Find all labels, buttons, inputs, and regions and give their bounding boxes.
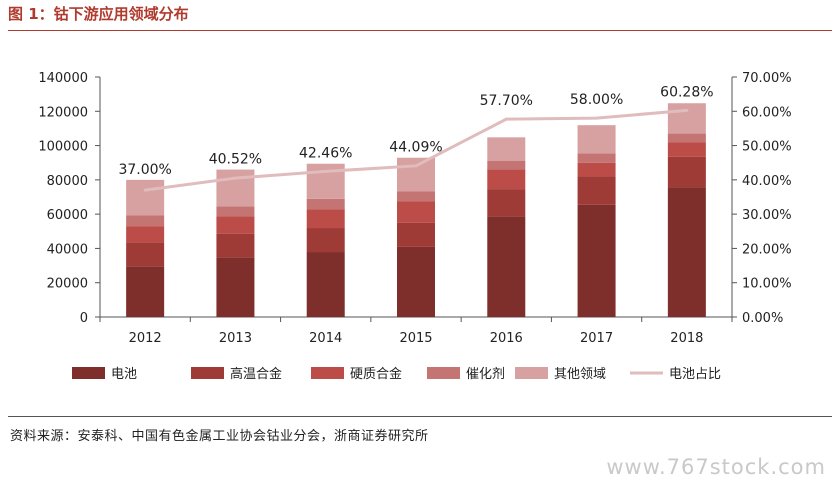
battery-share-point (505, 118, 508, 121)
y-right-tick-label: 0.00% (742, 311, 783, 326)
bar-segment (307, 199, 345, 209)
battery-share-point (595, 117, 598, 120)
bar-segment (216, 170, 254, 207)
bar-segment (668, 157, 706, 188)
y-right-tick-label: 60.00% (742, 105, 792, 120)
bar-segment (668, 188, 706, 317)
bar-segment (487, 161, 525, 170)
bar-segment (397, 191, 435, 201)
battery-share-data-label: 44.09% (389, 140, 442, 156)
bar-segment (397, 158, 435, 191)
bar-segment (307, 228, 345, 252)
battery-share-point (144, 189, 147, 192)
bar-segment (397, 201, 435, 222)
legend-swatch (72, 367, 105, 379)
legend-label: 电池 (111, 367, 137, 382)
x-tick-label: 2015 (399, 331, 432, 346)
legend-label: 硬质合金 (350, 366, 402, 382)
bar-segment (216, 257, 254, 317)
legend-label: 高温合金 (230, 366, 282, 382)
y-right-tick-label: 40.00% (742, 174, 792, 189)
x-tick-label: 2012 (129, 331, 162, 346)
bar-segment (307, 209, 345, 228)
bar-segment (487, 189, 525, 216)
bar-segment (126, 216, 164, 227)
battery-share-data-label: 42.46% (299, 145, 352, 161)
y-right-tick-label: 30.00% (742, 208, 792, 223)
y-left-tick-label: 100000 (38, 140, 88, 155)
bar-segment (307, 164, 345, 199)
battery-share-point (415, 164, 418, 167)
battery-share-data-label: 57.70% (480, 93, 533, 109)
legend-label: 其他领域 (554, 367, 606, 382)
bar-segment (668, 142, 706, 157)
battery-share-point (685, 109, 688, 112)
x-tick-label: 2018 (670, 331, 703, 346)
bar-segment (126, 180, 164, 216)
bar-segment (668, 103, 706, 133)
source-rule (8, 416, 832, 417)
x-tick-label: 2016 (490, 331, 523, 346)
battery-share-data-label: 37.00% (118, 162, 171, 178)
chart: 0 20000 40000 60000 80000 100000 120000 140000 0… (0, 0, 840, 410)
legend-swatch (515, 367, 548, 379)
battery-share-data-label: 40.52% (209, 152, 262, 168)
bar-segment (126, 243, 164, 267)
bar-segment (668, 134, 706, 143)
bar-segment (578, 176, 616, 204)
battery-share-data-label: 58.00% (570, 92, 623, 108)
bar-segment (307, 252, 345, 317)
bar-segment (578, 205, 616, 317)
battery-share-data-label: 60.28% (660, 84, 713, 100)
legend-swatch (191, 367, 224, 379)
x-tick-label: 2013 (219, 331, 252, 346)
bar-segment (578, 125, 616, 153)
y-right-tick-label: 70.00% (742, 71, 792, 86)
legend-label: 电池占比 (669, 367, 721, 382)
y-left-tick-label: 140000 (38, 71, 88, 86)
bar-segment (487, 216, 525, 317)
x-tick-label: 2014 (309, 331, 342, 346)
y-left-tick-label: 40000 (47, 242, 88, 257)
legend-swatch (427, 367, 460, 379)
y-left-tick-label: 60000 (47, 208, 88, 223)
bar-segment (487, 137, 525, 161)
source-note: 资料来源：安泰科、中国有色金属工业协会钴业分会，浙商证券研究所 (10, 425, 429, 444)
bar-segment (126, 266, 164, 317)
watermark: www.767stock.com (606, 455, 826, 479)
bar-segment (216, 234, 254, 258)
legend-label: 催化剂 (466, 367, 505, 382)
legend-swatch (311, 367, 344, 379)
x-tick-label: 2017 (580, 331, 613, 346)
bar-segment (216, 206, 254, 216)
bar-segment (397, 223, 435, 247)
y-right-tick-label: 10.00% (742, 277, 792, 292)
y-right-tick-label: 50.00% (742, 140, 792, 155)
battery-share-point (234, 177, 237, 180)
bar-segment (578, 163, 616, 177)
y-left-tick-label: 80000 (47, 174, 88, 189)
bar-segment (126, 226, 164, 242)
y-left-tick-label: 20000 (47, 277, 88, 292)
bar-segment (487, 170, 525, 190)
y-left-tick-label: 0 (80, 311, 88, 326)
bar-segment (578, 153, 616, 162)
battery-share-point (324, 170, 327, 173)
y-right-tick-label: 20.00% (742, 242, 792, 257)
y-left-tick-label: 120000 (38, 105, 88, 120)
bar-segment (216, 217, 254, 234)
bar-segment (397, 247, 435, 317)
